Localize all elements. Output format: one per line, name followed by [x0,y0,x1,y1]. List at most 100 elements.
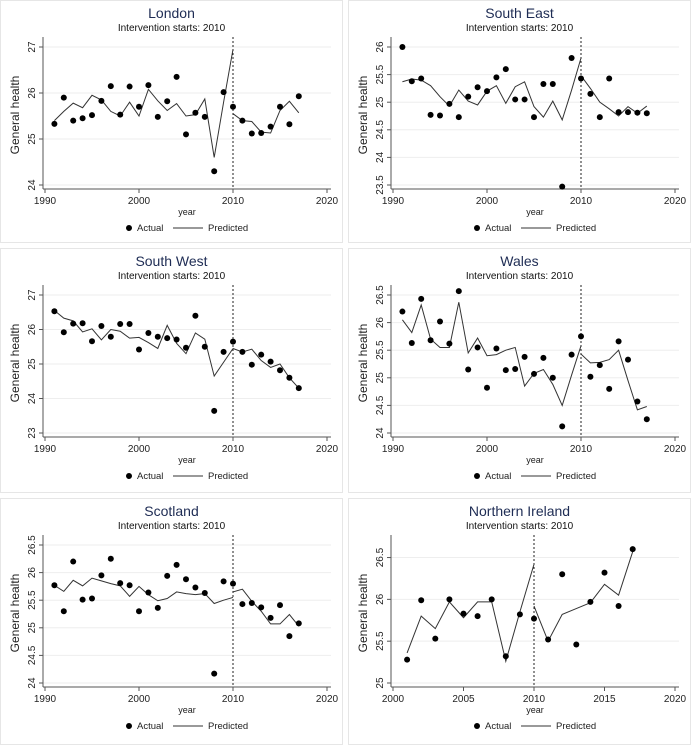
actual-point [192,109,199,116]
legend-predicted-label: Predicted [208,471,248,482]
y-tick-label: 25 [375,677,386,689]
actual-point [540,80,547,87]
actual-point [601,569,608,576]
legend-actual-marker [474,225,480,231]
y-tick-label: 27 [27,41,38,53]
actual-point [173,73,180,80]
actual-point [267,123,274,130]
actual-point [220,348,227,355]
y-tick-label: 26 [27,567,38,579]
y-tick-label: 26.5 [375,547,386,567]
x-tick-label: 1990 [382,444,405,455]
actual-point [277,367,283,374]
predicted-line-post [533,551,634,643]
x-tick-label: 2000 [128,444,151,455]
actual-point [587,373,594,380]
actual-point [154,113,161,120]
y-tick-label: 26 [27,324,38,336]
actual-point [545,636,552,643]
actual-point [70,320,77,327]
actual-point [488,596,495,603]
legend-actual-marker [474,473,480,479]
chart-title: Scotland [144,503,199,519]
actual-point [484,384,490,391]
actual-point [587,598,594,605]
actual-point [578,333,584,340]
actual-point [258,130,265,137]
actual-point [70,558,77,565]
legend-actual-label: Actual [137,471,163,482]
actual-point [634,398,641,405]
y-tick-label: 24 [375,151,386,163]
x-axis-label: year [526,207,544,217]
chart-title: London [148,5,195,21]
y-tick-label: 25.5 [375,340,386,360]
actual-point [267,358,274,365]
chart-title: Wales [500,253,539,269]
actual-point [295,93,302,100]
actual-point [286,633,293,640]
predicted-line-post [232,588,300,627]
x-tick-label: 2000 [128,196,151,207]
legend-actual-marker [126,473,132,479]
actual-point [418,295,425,302]
actual-point [98,97,105,104]
x-axis-label: year [178,455,196,465]
actual-point [460,610,467,617]
y-tick-label: 26 [375,593,386,605]
y-tick-label: 24 [27,677,38,689]
chart-subtitle: Intervention starts: 2010 [465,23,574,34]
actual-point [145,329,152,336]
chart-subtitle: Intervention starts: 2010 [465,521,574,532]
y-tick-label: 24.5 [375,395,386,415]
y-tick-label: 26.5 [27,535,38,555]
actual-point [117,111,124,118]
actual-point [239,117,246,124]
actual-point [455,114,462,121]
y-tick-label: 26.5 [375,285,386,305]
chart-svg: 24 24.5 25 25.5 26 26.5 1990 2000 2010 2020 year Ge… [8,535,339,732]
x-tick-label: 2015 [593,694,616,705]
actual-point [89,338,95,345]
predicted-line-pre [54,310,234,378]
actual-point [117,580,124,587]
y-tick-label: 25 [375,372,386,384]
actual-point [587,90,594,97]
y-tick-label: 24 [375,427,386,439]
actual-point [427,111,434,118]
y-axis-label: General health [8,574,22,653]
panel-south-west: 23 24 25 26 27 1990 2000 2010 2020 year General he… [0,248,343,493]
actual-point [615,603,622,610]
y-tick-label: 25.5 [375,64,386,84]
actual-point [418,597,425,604]
actual-point [432,635,439,642]
y-axis-label: General health [8,76,22,155]
actual-point [446,596,453,603]
x-tick-label: 2020 [664,196,687,207]
predicted-line-pre [402,57,582,122]
actual-point [521,96,528,103]
legend-actual-label: Actual [137,223,163,234]
chart-svg: 23 24 25 26 27 1990 2000 2010 2020 year General he… [8,285,339,482]
actual-point [248,130,255,137]
x-tick-label: 2010 [222,694,245,705]
legend-predicted-label: Predicted [556,721,596,732]
actual-point [408,78,415,85]
y-tick-label: 26 [375,41,386,53]
actual-point [51,308,58,315]
actual-point [277,602,283,609]
chart-title: South East [485,5,554,21]
y-axis-label: General health [356,324,370,403]
actual-point [568,55,575,62]
actual-point [183,344,189,351]
actual-point [117,320,124,327]
actual-point [183,131,189,138]
x-tick-label: 2020 [316,694,339,705]
actual-point [295,620,302,627]
y-axis-label: General health [8,324,22,403]
chart-svg: 24 25 26 27 1990 2000 2010 2020 year General heal… [8,37,339,234]
legend-predicted-label: Predicted [208,721,248,732]
actual-point [89,595,95,602]
actual-point [79,115,86,122]
